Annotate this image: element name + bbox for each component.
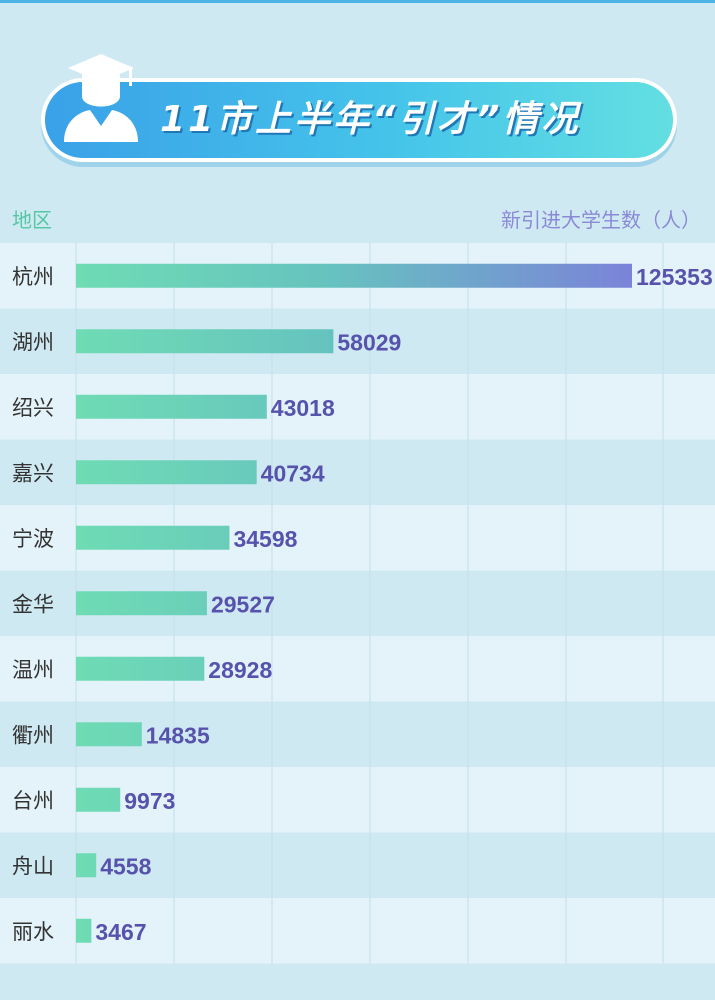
bar: [76, 394, 267, 419]
bar: [76, 525, 230, 550]
value-label: 29527: [211, 591, 275, 617]
category-label: 舟山: [12, 854, 54, 878]
category-label: 嘉兴: [12, 461, 54, 485]
value-label: 125353: [636, 264, 713, 290]
value-label: 43018: [271, 395, 335, 421]
category-label: 温州: [12, 658, 54, 682]
value-label: 14835: [146, 722, 210, 748]
bar-chart: 杭州 125353 湖州 58029 绍兴 43018 嘉兴 40734 宁波 34598 金华 29…: [0, 243, 715, 964]
value-label: 58029: [337, 329, 401, 355]
category-label: 杭州: [12, 265, 54, 289]
table-row: [0, 832, 715, 898]
value-label: 40734: [261, 460, 325, 486]
table-row: [0, 898, 715, 964]
bar: [76, 460, 257, 485]
category-label: 台州: [12, 789, 54, 813]
bar: [76, 329, 334, 354]
chart-title: 11市上半年“引才”情况: [160, 99, 581, 140]
top-accent-line: [0, 0, 715, 3]
region-column-header: 地区: [12, 208, 52, 232]
category-label: 湖州: [12, 330, 54, 354]
category-label: 金华: [12, 592, 54, 616]
category-label: 宁波: [12, 527, 54, 551]
bar: [76, 263, 632, 288]
category-label: 绍兴: [12, 396, 54, 420]
bar: [76, 853, 97, 878]
value-label: 9973: [124, 788, 175, 814]
bar: [76, 591, 207, 616]
value-column-header: 新引进大学生数（人）: [501, 208, 701, 232]
category-label: 衢州: [12, 723, 54, 747]
bar: [76, 918, 92, 943]
value-label: 28928: [208, 657, 272, 683]
bar: [76, 787, 121, 812]
title-banner: [45, 82, 673, 158]
bar: [76, 722, 142, 747]
value-label: 4558: [100, 853, 151, 879]
category-label: 丽水: [12, 920, 54, 944]
bar: [76, 656, 205, 681]
graduate-icon: [64, 54, 138, 142]
value-label: 3467: [95, 919, 146, 945]
value-label: 34598: [233, 526, 297, 552]
